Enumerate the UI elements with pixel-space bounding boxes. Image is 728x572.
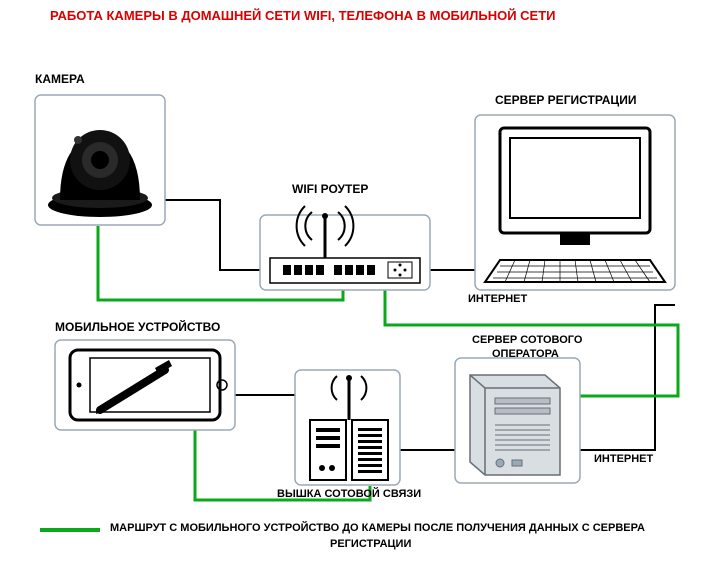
label-internet-2: ИНТЕРНЕТ (594, 453, 653, 465)
label-wifi-router: WIFI РОУТЕР (292, 182, 368, 196)
cell-server-icon (470, 375, 560, 475)
label-reg-server: СЕРВЕР РЕГИСТРАЦИИ (495, 93, 636, 107)
legend-text-2: РЕГИСТРАЦИИ (330, 538, 411, 550)
label-mobile: МОБИЛЬНОЕ УСТРОЙСТВО (55, 320, 220, 334)
label-cell-tower: ВЫШКА СОТОВОЙ СВЯЗИ (277, 488, 421, 500)
label-internet-1: ИНТЕРНЕТ (468, 293, 527, 305)
label-cell-server-1: СЕРВЕР СОТОВОГО (472, 334, 582, 346)
diagram-canvas (0, 0, 728, 572)
mobile-icon (70, 350, 227, 420)
label-cell-server-2: ОПЕРАТОРА (492, 348, 559, 360)
label-camera: КАМЕРА (35, 72, 85, 86)
legend-text-1: МАРШРУТ С МОБИЛЬНОГО УСТРОЙСТВО ДО КАМЕР… (110, 522, 645, 534)
